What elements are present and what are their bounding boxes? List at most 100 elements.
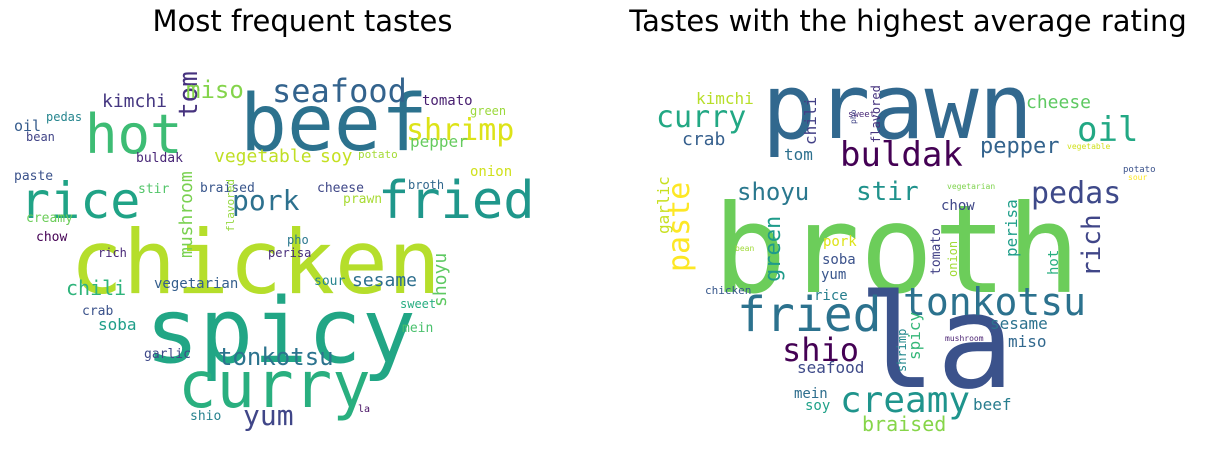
word-pepper: pepper bbox=[980, 134, 1059, 159]
word-potato: potato bbox=[1123, 165, 1156, 175]
word-soy: soy bbox=[805, 398, 830, 414]
word-vegetarian: vegetarian bbox=[154, 276, 238, 292]
word-miso: miso bbox=[1008, 332, 1047, 351]
word-rice: rice bbox=[814, 288, 848, 304]
word-onion: onion bbox=[946, 241, 960, 277]
word-stir: stir bbox=[138, 182, 169, 197]
word-mushroom: mushroom bbox=[176, 171, 197, 258]
word-green: green bbox=[470, 104, 506, 118]
word-mein: mein bbox=[794, 386, 828, 402]
word-cheese: cheese bbox=[317, 181, 364, 196]
panel-title-highest-rating: Tastes with the highest average rating bbox=[629, 4, 1187, 38]
word-shrimp: shrimp bbox=[895, 329, 909, 372]
word-mushroom: mushroom bbox=[945, 334, 984, 343]
word-stir: stir bbox=[856, 177, 919, 207]
word-green: green bbox=[761, 216, 786, 282]
word-braised: braised bbox=[862, 412, 946, 436]
word-crab: crab bbox=[682, 129, 725, 150]
word-la: la bbox=[858, 266, 1015, 418]
word-broth: broth bbox=[408, 178, 444, 192]
word-fried: fried bbox=[378, 171, 535, 231]
word-hot: hot bbox=[1046, 250, 1062, 275]
word-chow: chow bbox=[941, 198, 975, 214]
word-tomato: tomato bbox=[422, 93, 473, 109]
word-bean: bean bbox=[735, 244, 754, 253]
word-cheese: cheese bbox=[1026, 92, 1091, 113]
word-yum: yum bbox=[821, 267, 846, 283]
word-vegetable: vegetable bbox=[214, 146, 312, 167]
word-chili: chili bbox=[801, 97, 820, 145]
word-sesame: sesame bbox=[352, 270, 417, 291]
word-pho: pho bbox=[849, 109, 858, 124]
word-tom: tom bbox=[784, 145, 813, 164]
word-crab: crab bbox=[82, 304, 113, 319]
word-soba: soba bbox=[98, 315, 137, 334]
word-hot: hot bbox=[85, 103, 183, 166]
word-tonkotsu: tonkotsu bbox=[903, 280, 1086, 324]
word-oil: oil bbox=[1077, 110, 1138, 150]
word-curry: curry bbox=[656, 100, 746, 135]
word-vegetable: vegetable bbox=[1067, 142, 1111, 151]
word-prawn: prawn bbox=[343, 192, 382, 207]
word-shio: shio bbox=[190, 409, 221, 424]
word-yum: yum bbox=[243, 399, 294, 432]
word-sour: sour bbox=[1128, 173, 1147, 182]
word-tom: tom bbox=[174, 71, 204, 118]
word-spicy: spicy bbox=[905, 311, 924, 360]
word-pepper: pepper bbox=[410, 132, 468, 151]
word-flavored: flavored bbox=[224, 179, 237, 232]
word-tomato: tomato bbox=[929, 228, 944, 275]
word-chili: chili bbox=[66, 276, 126, 300]
word-soy: soy bbox=[320, 146, 353, 167]
word-shoyu: shoyu bbox=[737, 178, 809, 206]
word-chow: chow bbox=[36, 230, 67, 245]
word-seafood: seafood bbox=[797, 358, 864, 377]
word-flavored: flavored bbox=[869, 85, 883, 143]
word-sesame: sesame bbox=[990, 314, 1048, 333]
word-seafood: seafood bbox=[272, 72, 407, 110]
word-broth: broth bbox=[713, 179, 1080, 321]
word-sweet: sweet bbox=[400, 297, 436, 311]
word-rich: rich bbox=[1077, 214, 1107, 277]
word-rich: rich bbox=[98, 246, 127, 260]
word-garlic: garlic bbox=[144, 347, 191, 362]
word-rice: rice bbox=[20, 172, 140, 230]
word-perisa: perisa bbox=[1002, 199, 1021, 257]
word-paste: paste bbox=[14, 169, 53, 184]
word-beef: beef bbox=[240, 79, 428, 169]
panel-title-most-frequent: Most frequent tastes bbox=[152, 4, 453, 38]
word-shrimp: shrimp bbox=[406, 113, 514, 148]
word-beef: beef bbox=[973, 395, 1012, 414]
word-pedas: pedas bbox=[1031, 176, 1121, 211]
word-pork: pork bbox=[232, 184, 300, 217]
word-shoyu: shoyu bbox=[430, 253, 451, 307]
word-chicken: chicken bbox=[705, 284, 751, 297]
word-sour: sour bbox=[314, 274, 345, 289]
word-onion: onion bbox=[470, 164, 512, 180]
word-tonkotsu: tonkotsu bbox=[218, 343, 334, 371]
word-oil: oil bbox=[14, 117, 41, 135]
word-sweet: sweet bbox=[848, 110, 875, 120]
word-kimchi: kimchi bbox=[102, 91, 167, 112]
word-shio: shio bbox=[782, 331, 859, 369]
word-buldak: buldak bbox=[136, 151, 183, 166]
word-miso: miso bbox=[186, 76, 244, 104]
word-la: la bbox=[358, 404, 370, 415]
word-spicy: spicy bbox=[145, 279, 416, 384]
word-creamy: creamy bbox=[840, 380, 970, 421]
word-bean: bean bbox=[26, 130, 55, 144]
word-pork: pork bbox=[823, 234, 857, 250]
word-potato: potato bbox=[358, 148, 398, 161]
word-chicken: chicken bbox=[70, 211, 441, 314]
word-perisa: perisa bbox=[268, 246, 311, 260]
word-braised: braised bbox=[200, 181, 255, 196]
word-creamy: creamy bbox=[26, 211, 73, 226]
word-garlic: garlic bbox=[654, 176, 673, 234]
word-vegetarian: vegetarian bbox=[947, 182, 995, 191]
word-kimchi: kimchi bbox=[696, 89, 754, 108]
word-soba: soba bbox=[822, 252, 856, 268]
word-prawn: prawn bbox=[762, 55, 1033, 160]
